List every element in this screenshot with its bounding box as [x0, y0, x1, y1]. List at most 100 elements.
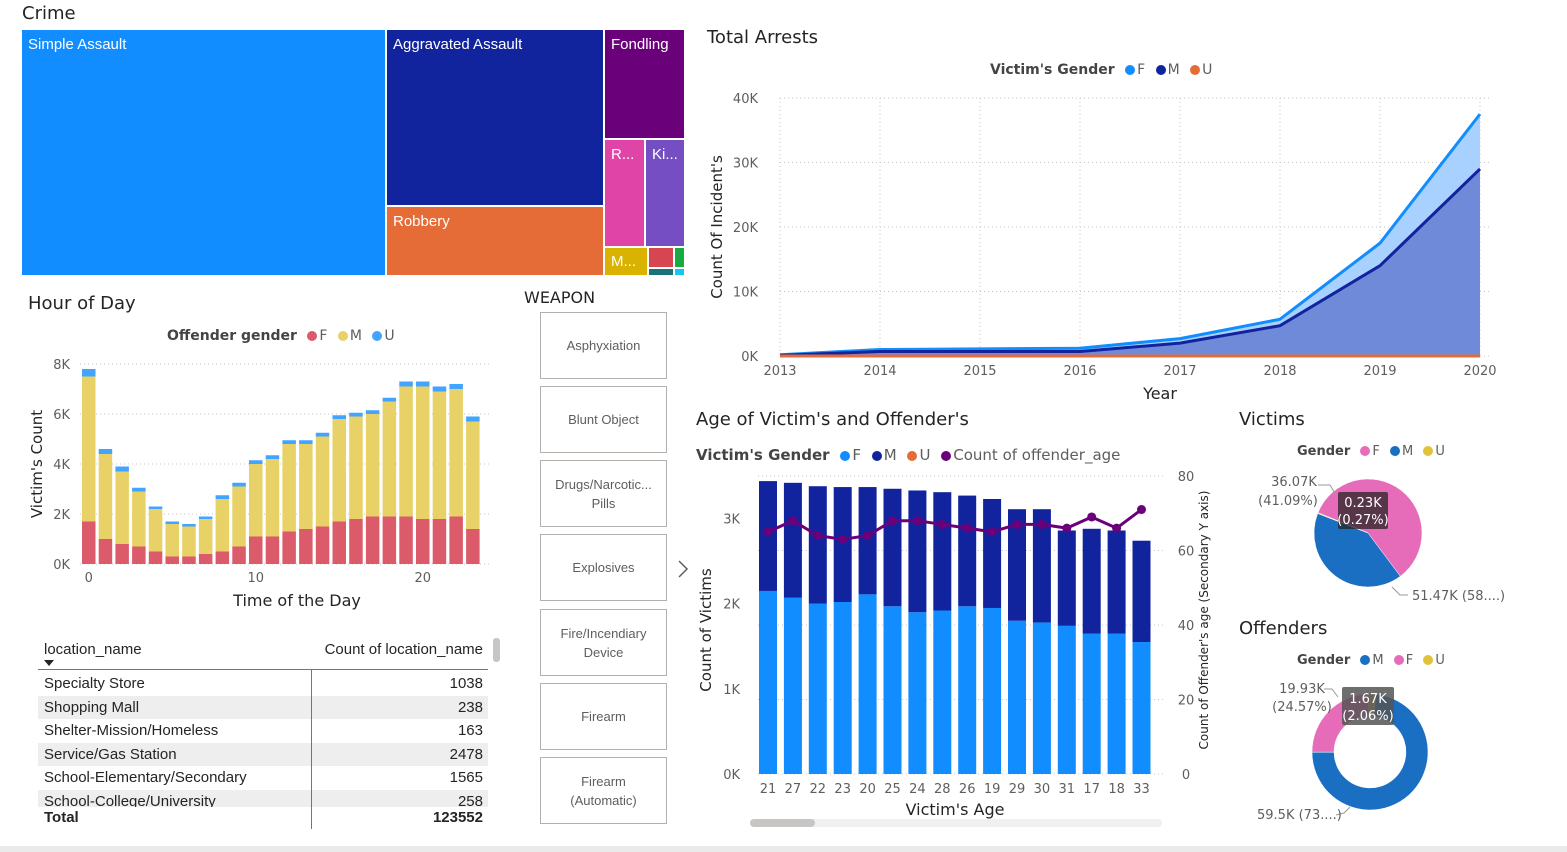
bar-u[interactable] [249, 460, 263, 464]
treemap-tile-m[interactable]: M... [605, 248, 647, 275]
scrollbar-track[interactable] [750, 819, 1162, 827]
bar-m[interactable] [132, 491, 146, 547]
bar-m[interactable] [432, 391, 447, 520]
bar-m[interactable] [416, 386, 430, 520]
legend-item-u[interactable]: U [1435, 653, 1445, 668]
bar-f[interactable] [315, 526, 330, 565]
bar-u[interactable] [148, 506, 163, 510]
treemap-tile-fondling[interactable]: Fondling [605, 30, 684, 138]
bar-f[interactable] [82, 521, 96, 565]
bar-u[interactable] [265, 455, 280, 459]
bar-m[interactable] [958, 495, 977, 607]
bar-u[interactable] [416, 381, 430, 387]
bar-f[interactable] [908, 612, 927, 774]
point-offender-age[interactable] [788, 516, 798, 526]
point-offender-age[interactable] [763, 527, 773, 537]
bar-m[interactable] [983, 498, 1002, 608]
legend-item-m[interactable]: M [1167, 62, 1180, 78]
treemap-tile-r[interactable]: R... [605, 140, 644, 246]
bar-f[interactable] [958, 606, 977, 774]
treemap-tile-small-3[interactable] [675, 248, 684, 267]
bar-m[interactable] [449, 389, 463, 517]
bar-f[interactable] [858, 594, 877, 774]
hour-bar-chart[interactable]: 0K 2K 4K 6K 8K 0 10 20 Time of the Day Victim's C… [22, 350, 522, 615]
bar-f[interactable] [182, 556, 196, 565]
leader-line[interactable] [1318, 484, 1337, 496]
treemap-tile-small-1[interactable] [649, 248, 673, 267]
bar-m[interactable] [908, 490, 927, 613]
offenders-donut-chart[interactable]: 1.67K (2.06%) 19.93K (24.57%) 59.5K (73....) [1240, 675, 1560, 835]
bar-f[interactable] [382, 516, 397, 565]
weapon-item-firearm-automatic[interactable]: Firearm (Automatic) [540, 757, 667, 824]
bar-f[interactable] [416, 519, 430, 564]
bar-f[interactable] [759, 590, 777, 774]
bar-m[interactable] [1032, 509, 1051, 623]
legend-item-f[interactable]: F [1372, 444, 1380, 459]
bar-f[interactable] [198, 554, 213, 564]
bar-m[interactable] [249, 464, 263, 537]
arrests-area-chart[interactable]: 0K 10K 20K 30K 40K 2013 2014 2015 2016 2017 2018 20… [700, 85, 1510, 405]
bar-m[interactable] [98, 454, 113, 539]
bar-u[interactable] [349, 412, 363, 417]
weapon-item-drugs-narcotic-pills[interactable]: Drugs/Narcotic... Pills [540, 460, 667, 527]
point-offender-age[interactable] [1087, 512, 1097, 522]
line-m[interactable] [779, 167, 1482, 357]
bar-f[interactable] [449, 516, 463, 565]
bar-m[interactable] [148, 509, 163, 552]
bar-f[interactable] [833, 602, 852, 774]
bar-f[interactable] [349, 519, 363, 564]
area-m[interactable] [780, 168, 1480, 356]
bar-f[interactable] [165, 556, 180, 565]
bar-u[interactable] [215, 495, 230, 499]
bar-m[interactable] [933, 492, 952, 611]
bar-u[interactable] [182, 524, 196, 527]
point-offender-age[interactable] [1137, 505, 1146, 515]
bar-m[interactable] [115, 471, 129, 545]
bar-m[interactable] [232, 486, 246, 547]
bar-m[interactable] [1107, 530, 1126, 634]
bar-f[interactable] [783, 597, 802, 774]
leader-line[interactable] [1391, 586, 1408, 596]
bar-m[interactable] [165, 524, 180, 557]
line-offender-age[interactable] [767, 508, 1143, 541]
bar-u[interactable] [98, 449, 113, 454]
bar-u[interactable] [165, 521, 180, 525]
point-offender-age[interactable] [962, 523, 972, 533]
legend-item-u[interactable]: U [1202, 62, 1213, 78]
victims-pie-chart[interactable]: 0.23K (0.27%) 36.07K (41.09%) 51.47K (58....… [1240, 465, 1560, 615]
bar-f[interactable] [466, 529, 480, 564]
leader-line[interactable] [1335, 806, 1351, 816]
bar-m[interactable] [365, 414, 380, 517]
bar-u[interactable] [432, 386, 447, 392]
treemap-tile-aggravated-assault[interactable]: Aggravated Assault [387, 30, 603, 205]
weapon-item-explosives[interactable]: Explosives [540, 534, 667, 601]
bar-f[interactable] [933, 610, 952, 774]
bar-f[interactable] [1107, 633, 1126, 774]
bar-m[interactable] [299, 444, 313, 529]
point-offender-age[interactable] [1037, 519, 1047, 529]
bar-f[interactable] [148, 551, 163, 565]
point-offender-age[interactable] [937, 519, 947, 529]
bar-u[interactable] [332, 415, 347, 419]
legend-item-f[interactable]: F [1137, 62, 1146, 78]
bar-m[interactable] [399, 386, 413, 517]
legend-item-m[interactable]: M [1372, 653, 1384, 668]
table-row[interactable]: Shelter-Mission/Homeless 163 [38, 719, 488, 742]
bar-f[interactable] [98, 539, 113, 564]
legend-item-f[interactable]: F [1405, 653, 1414, 668]
treemap-tile-robbery[interactable]: Robbery [387, 207, 603, 275]
crime-treemap[interactable]: Simple Assault Aggravated Assault Fondli… [22, 30, 684, 275]
weapon-item-blunt-object[interactable]: Blunt Object [540, 386, 667, 453]
table-header-count[interactable]: Count of location_name [324, 641, 483, 658]
legend-item-m[interactable]: M [349, 328, 362, 344]
leader-line[interactable] [1324, 688, 1339, 698]
bar-f[interactable] [883, 606, 902, 774]
bar-f[interactable] [249, 536, 263, 565]
bar-m[interactable] [833, 487, 852, 603]
point-offender-age[interactable] [888, 516, 897, 526]
table-header-location[interactable]: location_name [44, 641, 142, 658]
bar-u[interactable] [282, 440, 296, 444]
bar-m[interactable] [182, 526, 196, 557]
label-box[interactable] [1342, 687, 1394, 725]
bar-m[interactable] [198, 519, 213, 554]
